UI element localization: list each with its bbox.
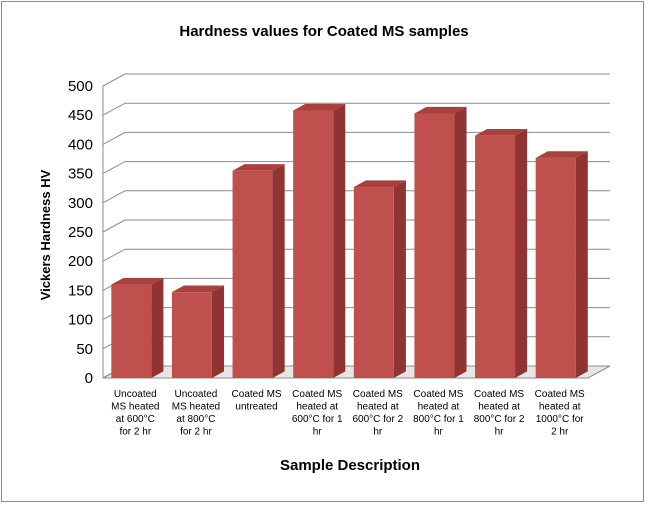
x-tick-label: Coated MS untreated <box>232 389 282 413</box>
bar-front <box>171 292 212 378</box>
bar <box>535 151 588 378</box>
bar <box>475 129 528 378</box>
bar-top <box>353 180 406 188</box>
x-tick-label: Uncoated MS heated at 800°C for 2 hr <box>172 389 220 438</box>
x-tick-label: Coated MS heated at 800°C for 2 hr <box>474 389 525 438</box>
x-tick-label-line: untreated <box>235 402 277 413</box>
x-tick-label-line: for 2 hr <box>180 427 212 438</box>
x-tick-label-line: at 800°C <box>176 414 215 425</box>
x-tick-label-line: 600°C for 2 <box>352 414 403 425</box>
bar-front <box>475 135 516 378</box>
y-tick-label: 350 <box>68 166 93 183</box>
x-tick-label-line: hr <box>495 427 505 438</box>
bar-side <box>151 277 164 378</box>
gridline <box>102 131 610 145</box>
y-tick-labels: 0 50 100 150 200 250 300 350 400 450 500 <box>68 78 93 387</box>
y-tick-label: 150 <box>68 282 93 299</box>
x-tick-label-line: Coated MS <box>292 389 342 400</box>
chart-title: Hardness values for Coated MS samples <box>179 23 468 40</box>
x-tick-label-line: heated at <box>357 402 399 413</box>
x-tick-label-line: Coated MS <box>413 389 463 400</box>
x-tick-label-line: 2 hr <box>551 427 569 438</box>
bar-side <box>575 151 588 378</box>
bar-side <box>211 285 225 378</box>
bar-top <box>171 285 225 293</box>
x-tick-label-line: heated at <box>296 402 338 413</box>
x-tick-label-line: MS heated <box>172 402 220 413</box>
bars <box>111 103 588 379</box>
x-tick-label-line: Coated MS <box>474 389 524 400</box>
bar-front <box>111 284 152 378</box>
x-tick-label-line: Uncoated <box>175 389 218 400</box>
y-tick-label: 250 <box>68 224 93 241</box>
bar <box>414 106 467 379</box>
bar <box>232 164 285 378</box>
x-tick-label: Coated MS heated at 600°C for 2 hr <box>352 389 403 438</box>
x-tick-label-line: for 2 hr <box>119 427 151 438</box>
x-tick-label-line: heated at <box>418 402 460 413</box>
bar <box>293 103 346 378</box>
bar-front <box>293 110 334 378</box>
bar-side <box>333 103 346 378</box>
x-axis-label: Sample Description <box>280 457 420 474</box>
bar-top <box>414 106 467 114</box>
y-tick-label: 0 <box>85 370 93 387</box>
bar <box>171 285 225 378</box>
y-tick-label: 50 <box>76 341 93 358</box>
gridline <box>102 161 610 175</box>
y-tick-label: 300 <box>68 195 93 212</box>
bar-front <box>232 170 273 378</box>
bar-front <box>535 157 576 378</box>
y-tick-label: 100 <box>68 312 93 329</box>
x-tick-label: Coated MS heated at 800°C for 1 hr <box>413 389 464 438</box>
x-tick-label-line: 800°C for 1 <box>413 414 464 425</box>
y-tick-label: 400 <box>68 136 93 153</box>
x-tick-label-line: MS heated <box>111 402 159 413</box>
x-tick-label: Coated MS heated at 600°C for 1 hr <box>292 389 343 438</box>
bar-top <box>293 103 346 111</box>
gridline <box>102 73 610 87</box>
y-tick-label: 500 <box>68 78 93 95</box>
x-tick-label-line: Coated MS <box>353 389 403 400</box>
x-tick-label-line: Coated MS <box>232 389 282 400</box>
y-tick-label: 450 <box>68 107 93 124</box>
x-tick-label-line: heated at <box>478 402 520 413</box>
bar-top <box>232 164 285 171</box>
bar-top <box>535 151 588 158</box>
x-tick-label-line: heated at <box>539 402 581 413</box>
x-tick-label-line: hr <box>373 427 383 438</box>
y-tick-label: 200 <box>68 253 93 270</box>
x-tick-label-line: at 600°C <box>116 414 155 425</box>
y-axis-label: Vickers Hardness HV <box>38 169 53 300</box>
x-tick-label-line: 1000°C for <box>536 414 585 425</box>
bar-side <box>454 106 467 379</box>
x-tick-label-line: 600°C for 1 <box>292 414 343 425</box>
bar-top <box>475 129 528 136</box>
bar-top <box>111 277 164 285</box>
bar-side <box>515 129 528 378</box>
bar-front <box>353 187 394 378</box>
x-tick-label: Uncoated MS heated at 600°C for 2 hr <box>111 389 159 438</box>
x-tick-label-line: Uncoated <box>114 389 157 400</box>
x-tick-label-line: hr <box>313 427 323 438</box>
gridline <box>102 102 610 116</box>
x-tick-labels: Uncoated MS heated at 600°C for 2 hrUncoate… <box>111 389 585 438</box>
bar-front <box>414 113 455 378</box>
bar-side <box>272 164 285 378</box>
bar <box>111 277 164 378</box>
x-tick-label-line: Coated MS <box>535 389 585 400</box>
bar <box>353 180 406 378</box>
bar-side <box>393 180 406 378</box>
x-tick-label: Coated MS heated at 1000°C for 2 hr <box>535 389 585 438</box>
x-tick-label-line: 800°C for 2 <box>474 414 525 425</box>
x-tick-label-line: hr <box>434 427 444 438</box>
